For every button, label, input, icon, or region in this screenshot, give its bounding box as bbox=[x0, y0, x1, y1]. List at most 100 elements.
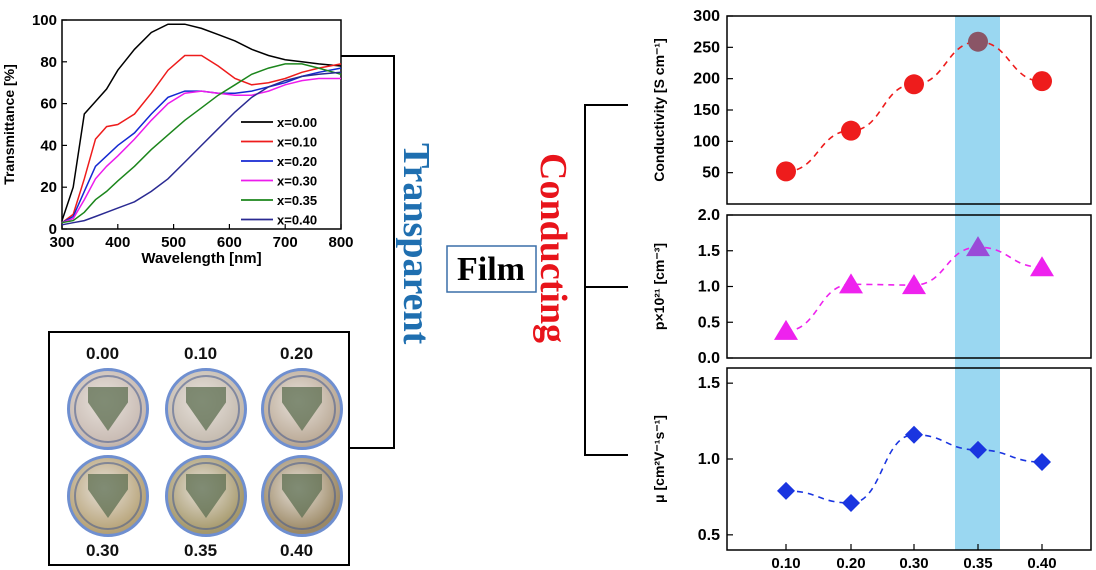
legend-entry: x=0.30 bbox=[277, 174, 317, 189]
sample-photo: 0.00 bbox=[64, 344, 152, 468]
x-tick-label: 0.35 bbox=[963, 555, 992, 570]
y-tick-label: 0.5 bbox=[698, 314, 720, 331]
legend-entry: x=0.00 bbox=[277, 115, 317, 130]
sample-disc bbox=[165, 368, 247, 450]
y-tick-label: 2.0 bbox=[698, 207, 720, 224]
data-point bbox=[1033, 453, 1051, 472]
data-point bbox=[841, 120, 861, 141]
data-point bbox=[777, 481, 795, 500]
data-point bbox=[966, 236, 990, 257]
x-tick-label: 600 bbox=[217, 234, 242, 251]
y-axis-label: Transmittance [%] bbox=[1, 64, 17, 185]
transparent-bracket bbox=[341, 55, 395, 449]
y-tick-label: 40 bbox=[40, 137, 57, 154]
transmittance-chart: 300 400 500 600 700 800 0 20 40 60 80 100 Wavelength… bbox=[1, 12, 354, 267]
y-tick-label: 150 bbox=[693, 102, 720, 119]
y-axis-label: μ [cm²V⁻¹s⁻¹] bbox=[651, 415, 667, 503]
y-tick-label: 60 bbox=[40, 96, 57, 113]
y-tick-label: 100 bbox=[693, 133, 720, 150]
x-tick-label: 300 bbox=[49, 234, 74, 251]
data-point bbox=[1030, 256, 1054, 277]
y-tick-label: 200 bbox=[693, 71, 720, 88]
x-tick-label: 0.20 bbox=[836, 555, 865, 570]
sample-disc bbox=[67, 368, 149, 450]
sample-label: 0.00 bbox=[86, 344, 120, 363]
sample-label: 0.20 bbox=[280, 344, 314, 363]
series-line bbox=[61, 54, 342, 224]
x-axis-label: Wavelength [nm] bbox=[141, 250, 261, 267]
data-point bbox=[842, 493, 860, 512]
carrier-concentration-chart: 0.0 0.5 1.0 1.5 2.0 p×10²¹ [cm⁻³] bbox=[651, 207, 1092, 367]
series-line bbox=[61, 71, 342, 226]
data-point bbox=[839, 273, 863, 294]
data-point bbox=[904, 74, 924, 95]
y-tick-label: 1.5 bbox=[698, 375, 720, 392]
data-point bbox=[968, 31, 988, 52]
conductivity-chart: 50 100 150 200 250 300 Conductivity [S cm⁻¹] bbox=[651, 8, 1092, 205]
y-tick-label: 300 bbox=[693, 8, 720, 25]
series-line bbox=[61, 77, 341, 224]
university-seal bbox=[172, 462, 240, 530]
sample-label: 0.30 bbox=[86, 541, 120, 560]
x-tick-label: 0.10 bbox=[771, 555, 800, 570]
sample-disc bbox=[261, 368, 343, 450]
university-seal bbox=[74, 462, 142, 530]
y-tick-label: 1.0 bbox=[698, 279, 720, 296]
x-tick-label: 0.30 bbox=[899, 555, 928, 570]
y-tick-label: 50 bbox=[702, 165, 720, 182]
sample-label: 0.40 bbox=[280, 541, 314, 560]
x-tick-label: 700 bbox=[273, 234, 298, 251]
y-axis-label: Conductivity [S cm⁻¹] bbox=[651, 38, 667, 182]
sample-disc bbox=[67, 455, 149, 537]
x-tick-label: 500 bbox=[161, 234, 186, 251]
y-tick-label: 100 bbox=[32, 12, 57, 29]
x-tick-label: 800 bbox=[328, 234, 353, 251]
y-tick-label: 0.0 bbox=[698, 350, 720, 367]
highlight-band bbox=[955, 16, 1000, 550]
sample-label: 0.10 bbox=[184, 344, 218, 363]
x-tick-label: 400 bbox=[105, 234, 130, 251]
y-tick-label: 80 bbox=[40, 54, 57, 71]
series-line bbox=[61, 23, 342, 221]
sample-photo: 0.20 bbox=[258, 344, 346, 468]
film-box bbox=[446, 245, 537, 293]
legend-entry: x=0.35 bbox=[277, 193, 317, 208]
data-point bbox=[774, 319, 798, 340]
series-line bbox=[61, 63, 342, 224]
legend-entry: x=0.40 bbox=[277, 213, 317, 228]
sample-photo: 0.35 bbox=[162, 455, 250, 560]
trend-line bbox=[785, 433, 1043, 504]
sample-label: 0.35 bbox=[184, 541, 218, 560]
y-axis-label: p×10²¹ [cm⁻³] bbox=[651, 243, 667, 330]
data-point bbox=[1032, 71, 1052, 92]
sample-photo-panel: 0.00 0.10 0.20 0.30 0.35 0.40 bbox=[48, 331, 350, 566]
conducting-bracket bbox=[584, 104, 628, 456]
y-tick-label: 20 bbox=[40, 179, 57, 196]
y-tick-label: 0.5 bbox=[698, 527, 720, 544]
trend-line bbox=[785, 40, 1043, 173]
y-tick-label: 1.0 bbox=[698, 451, 720, 468]
sample-disc bbox=[165, 455, 247, 537]
conducting-label: Conducting bbox=[532, 153, 574, 343]
data-point bbox=[905, 425, 923, 444]
series-line bbox=[61, 67, 342, 224]
university-seal bbox=[268, 375, 336, 443]
university-seal bbox=[74, 375, 142, 443]
legend-entry: x=0.20 bbox=[277, 154, 317, 169]
mobility-chart: 0.5 1.0 1.5 μ [cm²V⁻¹s⁻¹] 0.10 0.20 0.30 0.35 0.… bbox=[651, 367, 1092, 570]
y-tick-label: 0 bbox=[49, 221, 57, 238]
sample-disc bbox=[261, 455, 343, 537]
legend-entry: x=0.10 bbox=[277, 135, 317, 150]
connector-brackets bbox=[341, 55, 628, 456]
sample-photo: 0.10 bbox=[162, 344, 250, 468]
university-seal bbox=[172, 375, 240, 443]
data-point bbox=[969, 440, 987, 459]
university-seal bbox=[268, 462, 336, 530]
film-label: Film bbox=[457, 251, 525, 288]
x-tick-label: 0.40 bbox=[1027, 555, 1056, 570]
y-tick-label: 1.5 bbox=[698, 243, 720, 260]
y-tick-label: 250 bbox=[693, 39, 720, 56]
sample-photo: 0.40 bbox=[258, 455, 346, 560]
sample-photo: 0.30 bbox=[64, 455, 152, 560]
